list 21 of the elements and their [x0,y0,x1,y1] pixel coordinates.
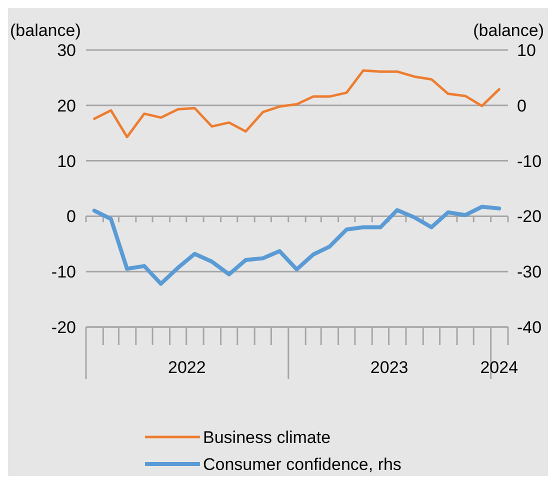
x-tick-label: 2023 [370,358,408,377]
y-tick-label: 20 [57,96,76,116]
y2-tick-label: -40 [517,318,542,337]
y2-tick-label: -10 [517,152,542,171]
y-tick-label: 10 [57,152,76,171]
x-tick-label: 2022 [168,358,206,377]
y2-axis-title: (balance) [473,21,544,40]
legend-label: Business climate [203,428,331,447]
line-series [92,204,502,286]
y-tick-label: -20 [51,318,76,337]
y-axis-title: (balance) [10,21,81,40]
x-tick-label: 2024 [480,358,518,377]
y-tick-label: -10 [51,262,76,282]
legend-label: Consumer confidence, rhs [203,455,402,474]
y-tick-label: 30 [57,41,76,60]
y2-tick-label: -20 [517,207,542,226]
y2-tick-label: 0 [517,96,526,116]
line-series [93,69,500,138]
y-tick-label: 0 [66,207,76,226]
y2-tick-label: -30 [517,262,542,282]
y2-tick-label: 10 [517,41,536,60]
